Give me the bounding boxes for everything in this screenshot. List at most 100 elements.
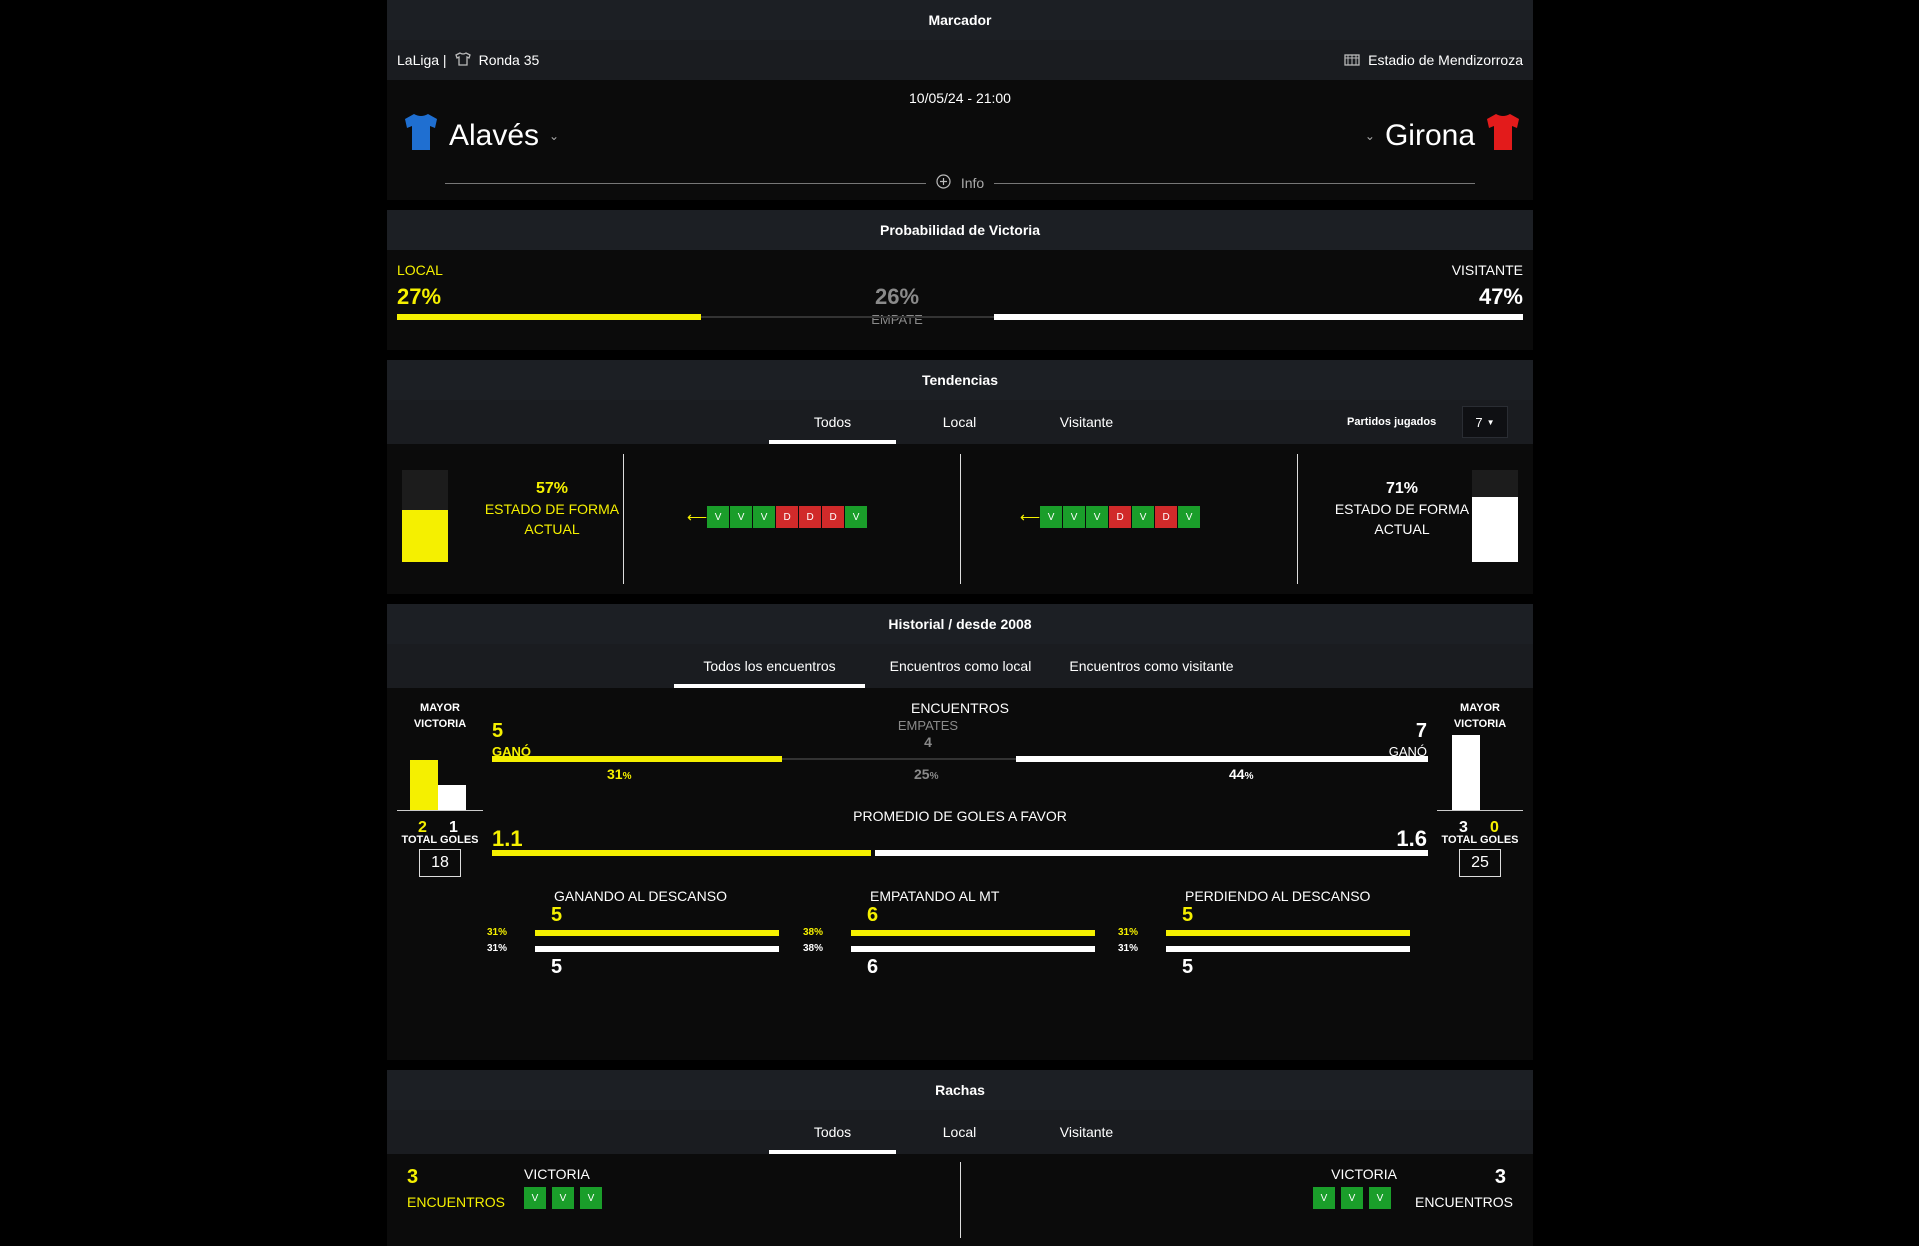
- home-mv-bar-home: [410, 760, 438, 810]
- away-wins: 7: [1415, 720, 1427, 742]
- tendencias-header: Tendencias: [387, 360, 1533, 400]
- result-badge: V: [552, 1187, 574, 1209]
- draw-label: EMPATE: [871, 312, 923, 327]
- divider: [994, 182, 1476, 184]
- half-home-bar: [1166, 930, 1410, 936]
- half-home-count: 5: [551, 904, 563, 926]
- rachas-tabs: Todos Local Visitante: [387, 1110, 1533, 1154]
- divider: [960, 454, 961, 584]
- league-label[interactable]: LaLiga |: [397, 52, 447, 68]
- match-page: Marcador LaLiga | Ronda 35 Estadio de Me…: [387, 0, 1533, 1246]
- match-datetime: 10/05/24 - 21:00: [909, 90, 1011, 106]
- tab-visitante[interactable]: Visitante: [1059, 414, 1114, 430]
- marcador-header: Marcador: [387, 0, 1533, 40]
- rachas-title: Rachas: [935, 1082, 985, 1098]
- home-total-goals: 18: [419, 849, 461, 877]
- result-badge: V: [1341, 1187, 1363, 1209]
- away-streak-type: VICTORIA: [1331, 1166, 1397, 1182]
- result-badge: V: [1040, 506, 1063, 528]
- home-form-fill: [402, 509, 448, 562]
- local-pct: 27%: [397, 284, 442, 309]
- half-away-pct: 31%: [487, 943, 508, 954]
- half-away-count: 5: [551, 956, 563, 978]
- divider: [960, 1162, 961, 1238]
- caret-down-icon: ▼: [1486, 417, 1495, 427]
- tab-rachas-visitante[interactable]: Visitante: [1059, 1124, 1114, 1140]
- round-label: Ronda 35: [478, 52, 540, 68]
- tab-encuentros-local[interactable]: Encuentros como local: [889, 658, 1032, 674]
- rachas-header: Rachas: [387, 1070, 1533, 1110]
- away-form-meter: [1472, 470, 1518, 562]
- away-team[interactable]: ⌄ Girona: [1365, 112, 1521, 160]
- home-wins: 5: [492, 720, 504, 742]
- away-total-goals: 25: [1459, 849, 1501, 877]
- probabilidad-title: Probabilidad de Victoria: [879, 222, 1040, 238]
- h2h-track: [492, 758, 1428, 760]
- home-mv-home-goals: 2: [418, 819, 427, 836]
- info-toggle[interactable]: Info: [445, 174, 1476, 192]
- half-away-bar: [851, 946, 1095, 952]
- local-label: LOCAL: [397, 262, 443, 278]
- tab-rachas-todos[interactable]: Todos: [769, 1110, 896, 1154]
- result-badge: V: [1369, 1187, 1391, 1209]
- empates-count: 4: [924, 734, 932, 750]
- plus-circle-icon: [936, 174, 951, 192]
- half-away-bar: [535, 946, 779, 952]
- played-label: Partidos jugados: [1347, 416, 1437, 428]
- half-away-pct: 31%: [1118, 943, 1139, 954]
- divider: [1297, 454, 1298, 584]
- home-wins-pct: 31%: [607, 766, 632, 782]
- away-team-name: Girona: [1384, 119, 1475, 152]
- home-avg-goals: 1.1: [492, 826, 523, 851]
- divider: [445, 182, 926, 184]
- home-won-label: GANÓ: [492, 744, 531, 759]
- tab-todos[interactable]: Todos: [769, 400, 896, 444]
- away-streak-label: ENCUENTROS: [1414, 1194, 1513, 1210]
- historial-header: Historial / desde 2008: [387, 604, 1533, 644]
- draw-pct-h2h: 25%: [914, 766, 939, 782]
- encuentros-label: ENCUENTROS: [910, 700, 1009, 716]
- marcador-title: Marcador: [928, 12, 992, 28]
- match-meta-bar: LaLiga | Ronda 35 Estadio de Mendizorroz…: [387, 40, 1533, 80]
- chevron-down-icon[interactable]: ⌄: [1364, 129, 1375, 143]
- win-probability-panel: LOCAL 27% 26% EMPATE VISITANTE 47%: [387, 250, 1533, 350]
- tab-encuentros-visitante[interactable]: Encuentros como visitante: [1069, 658, 1234, 674]
- played-select[interactable]: 7 ▼: [1462, 406, 1508, 438]
- home-shirt-icon: [403, 112, 439, 160]
- chevron-down-icon[interactable]: ⌄: [549, 129, 560, 143]
- divider: [397, 810, 483, 811]
- away-form-label: ESTADO DE FORMA ACTUAL: [1334, 501, 1470, 537]
- result-badge: V: [1313, 1187, 1335, 1209]
- empates-label: EMPATES: [897, 718, 959, 733]
- away-wins-pct: 44%: [1229, 766, 1254, 782]
- away-mv-home-goals: 3: [1459, 819, 1468, 836]
- tab-local[interactable]: Local: [942, 414, 977, 430]
- home-mv-bar-away: [438, 785, 466, 810]
- tab-rachas-local[interactable]: Local: [942, 1124, 977, 1140]
- head-to-head-panel: MAYOR VICTORIA 2 1 MAYOR VICTORIA 3 0 EN…: [387, 688, 1533, 1060]
- half-home-bar: [851, 930, 1095, 936]
- away-form-fill: [1472, 496, 1518, 562]
- half-home-pct: 31%: [1118, 927, 1139, 938]
- home-streak-label: ENCUENTROS: [407, 1194, 506, 1210]
- home-team[interactable]: Alavés ⌄: [403, 112, 559, 160]
- result-badge: D: [1155, 506, 1178, 528]
- away-pct: 47%: [1478, 284, 1523, 309]
- home-mayor-victoria-label: MAYOR VICTORIA: [413, 702, 467, 730]
- tab-todos-encuentros[interactable]: Todos los encuentros: [674, 644, 865, 688]
- result-badge: V: [707, 506, 730, 528]
- half-away-bar: [1166, 946, 1410, 952]
- result-badge: V: [580, 1187, 602, 1209]
- stadium-label: Estadio de Mendizorroza: [1368, 52, 1523, 68]
- half-home-count: 6: [867, 904, 879, 926]
- half-away-pct: 38%: [803, 943, 824, 954]
- home-avg-bar: [492, 850, 872, 856]
- away-form-text: 71% ESTADO DE FORMA ACTUAL: [1317, 479, 1487, 539]
- divider: [623, 454, 624, 584]
- result-badge: V: [845, 506, 868, 528]
- teams-panel: 10/05/24 - 21:00 Alavés ⌄ ⌄ Girona Info: [387, 80, 1533, 200]
